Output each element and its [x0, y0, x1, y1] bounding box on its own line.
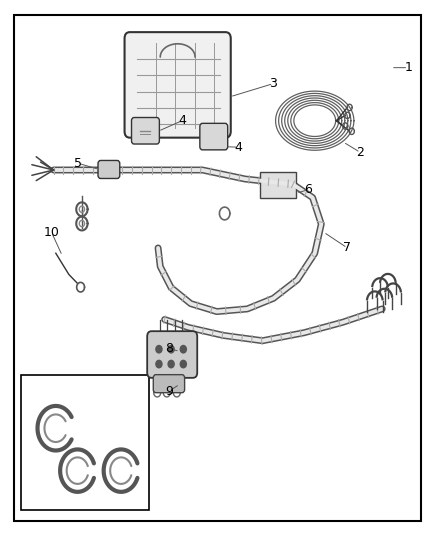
Circle shape: [156, 345, 162, 353]
Bar: [21, 375, 149, 511]
FancyBboxPatch shape: [124, 32, 231, 138]
Text: 3: 3: [269, 77, 277, 90]
Text: 4: 4: [235, 141, 243, 154]
Text: 2: 2: [357, 146, 364, 159]
Text: 5: 5: [74, 157, 81, 169]
Circle shape: [156, 360, 162, 368]
FancyBboxPatch shape: [147, 331, 197, 378]
Text: 4: 4: [178, 114, 186, 127]
FancyBboxPatch shape: [131, 117, 159, 144]
Text: 7: 7: [343, 241, 351, 254]
Text: 10: 10: [43, 225, 60, 239]
FancyBboxPatch shape: [153, 375, 185, 393]
Text: 6: 6: [304, 183, 312, 196]
FancyBboxPatch shape: [200, 123, 228, 150]
Circle shape: [168, 360, 174, 368]
FancyBboxPatch shape: [98, 160, 120, 179]
Circle shape: [168, 345, 174, 353]
Text: 1: 1: [404, 61, 412, 74]
Circle shape: [180, 345, 186, 353]
Bar: [260, 172, 296, 198]
Circle shape: [180, 360, 186, 368]
Text: 9: 9: [165, 385, 173, 398]
Text: 8: 8: [165, 342, 173, 355]
